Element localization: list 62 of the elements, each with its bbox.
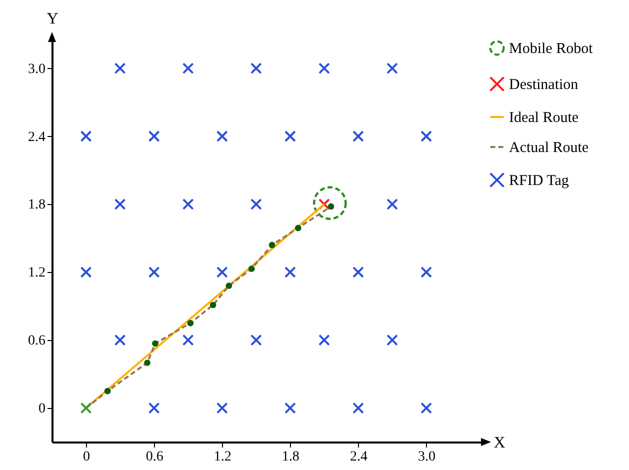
point [226,282,232,289]
point [148,402,160,414]
x-tick-label: 0 [83,450,90,464]
point [268,242,276,248]
y-tick-label: 3.0 [28,62,46,77]
point [352,402,364,414]
point [114,62,126,74]
legend-label: Mobile Robot [509,41,594,57]
legend-label: Destination [509,77,579,93]
point [80,266,92,278]
point [352,266,364,278]
point [386,198,398,210]
point [248,266,255,272]
y-tick-label: 0 [38,402,46,417]
point [250,62,262,74]
legend-label: Ideal Route [509,110,579,126]
point [216,266,228,278]
y-axis-title: Y [46,10,59,28]
point [114,334,126,346]
point [187,320,194,326]
point [104,388,111,394]
point [294,224,302,232]
point [352,130,364,142]
point [250,334,262,346]
point [318,334,330,346]
x-tick-label: 1.8 [282,450,300,464]
point [386,334,398,346]
x-tick-label: 1.2 [214,450,232,464]
point [216,402,228,414]
point [420,402,432,414]
point [114,198,126,210]
y-tick-label: 0.6 [28,334,46,349]
legend-label: Actual Route [509,140,589,156]
point [216,130,228,142]
point [386,62,398,74]
point [148,130,160,142]
point [318,62,330,74]
point [420,130,432,142]
y-tick-label: 1.2 [28,266,46,281]
point [250,198,262,210]
point [210,302,216,308]
point [144,360,150,366]
x-axis-title: X [494,434,506,452]
point [182,62,194,74]
point [148,266,160,278]
point [420,266,432,278]
legend-label: RFID Tag [509,173,570,189]
point [284,266,296,278]
y-tick-label: 2.4 [28,130,46,145]
point [182,198,194,210]
point [328,203,334,210]
point [152,340,158,347]
point [284,402,296,414]
point [182,334,194,346]
x-tick-label: 2.4 [350,450,368,464]
point [80,402,92,414]
point [80,130,92,142]
point [284,130,296,142]
x-tick-label: 3.0 [418,450,436,464]
point [312,186,347,220]
y-tick-label: 1.8 [28,198,46,213]
x-tick-label: 0.6 [146,450,164,464]
